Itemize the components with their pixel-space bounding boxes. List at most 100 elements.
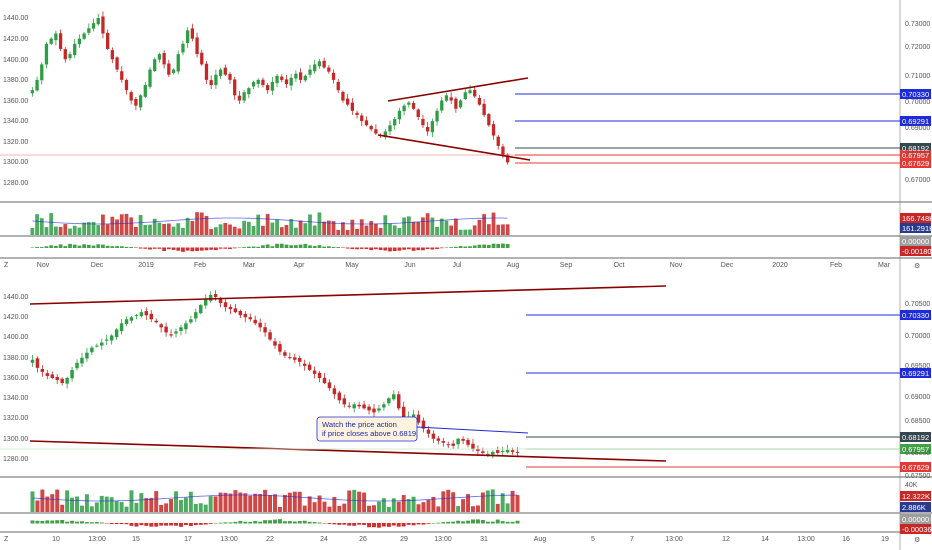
volume-tag-label: 2.886K xyxy=(902,503,926,512)
candle xyxy=(256,79,260,84)
oscillator-bar xyxy=(284,244,289,248)
volume-bar xyxy=(317,495,322,512)
oscillator-bar xyxy=(258,521,263,524)
volume-bar xyxy=(425,213,430,235)
x-axis-tick: May xyxy=(345,262,359,269)
candle xyxy=(435,110,439,122)
oscillator-bar xyxy=(317,245,322,248)
oscillator-bar xyxy=(79,521,84,524)
oscillator-bar xyxy=(426,523,431,524)
volume-bar xyxy=(162,223,166,235)
oscillator-bar xyxy=(77,245,82,248)
volume-bar xyxy=(101,214,105,235)
oscillator-bar xyxy=(449,247,454,248)
price-tag xyxy=(900,143,931,153)
oscillator-bar xyxy=(461,521,466,524)
price-tag-label: 0.69291 xyxy=(902,117,929,126)
volume-bar xyxy=(188,491,193,512)
candle xyxy=(203,299,208,306)
candle xyxy=(60,378,64,384)
candle xyxy=(466,439,470,445)
candle xyxy=(372,408,376,413)
volume-bar xyxy=(326,220,331,235)
volume-bar xyxy=(50,494,55,512)
oscillator-bar xyxy=(337,523,342,525)
candle xyxy=(228,306,233,310)
oscillator-bar xyxy=(322,246,326,248)
volume-axis-label: 40K xyxy=(905,482,918,489)
volume-bar xyxy=(35,214,39,235)
candle xyxy=(157,54,162,60)
candle xyxy=(327,382,332,389)
oscillator-bar xyxy=(287,521,292,524)
settings-gear-icon: ⚙ xyxy=(914,262,920,270)
volume-bar xyxy=(436,506,441,512)
volume-bar xyxy=(486,224,491,235)
volume-bar xyxy=(482,214,486,235)
candle xyxy=(129,317,134,321)
candle xyxy=(54,33,58,41)
oscillator-bar xyxy=(359,247,364,249)
x-axis-tick: Nov xyxy=(37,262,50,269)
oscillator-bar xyxy=(261,245,265,248)
volume-bar xyxy=(129,490,134,512)
oscillator-bar xyxy=(162,247,166,252)
oscillator-bar xyxy=(39,247,44,248)
candle xyxy=(336,81,340,91)
volume-bar xyxy=(322,501,327,512)
candle xyxy=(302,363,307,366)
x-axis-tick: 2020 xyxy=(772,262,788,269)
x-axis-tick: 14 xyxy=(761,536,769,543)
left-axis-tick: 1280.00 xyxy=(3,180,28,187)
volume-bar xyxy=(54,226,58,235)
oscillator-bar xyxy=(374,247,378,250)
candle xyxy=(65,378,69,384)
oscillator-bar xyxy=(218,247,223,249)
x-axis-tick: 22 xyxy=(266,536,274,543)
wedge-lower-line xyxy=(377,134,531,161)
oscillator-bar xyxy=(411,247,416,251)
x-axis-tick: Nov xyxy=(670,262,683,269)
x-axis-tick: 7 xyxy=(630,536,634,543)
volume-bar xyxy=(124,213,129,235)
candle xyxy=(45,373,50,376)
volume-bar xyxy=(284,225,289,235)
oscillator-bar xyxy=(233,521,238,524)
candle xyxy=(426,126,430,132)
oscillator-bar xyxy=(35,520,40,524)
x-axis-tick: 17 xyxy=(184,536,192,543)
candle xyxy=(228,74,232,80)
oscillator-bar xyxy=(253,520,258,524)
volume-bar xyxy=(251,225,256,235)
candle xyxy=(411,102,416,109)
volume-bar xyxy=(171,226,176,235)
candle xyxy=(388,125,392,132)
oscillator-bar xyxy=(482,244,486,248)
oscillator-bar xyxy=(273,519,277,524)
oscillator-bar xyxy=(391,523,396,526)
oscillator-bar xyxy=(75,521,79,524)
candle xyxy=(87,28,91,33)
oscillator-bar xyxy=(60,519,65,524)
x-axis-tick: Oct xyxy=(614,262,625,269)
volume-bar xyxy=(273,494,277,512)
oscillator-tag xyxy=(900,246,931,256)
candle xyxy=(199,305,203,314)
volume-bar xyxy=(109,497,114,512)
volume-bar xyxy=(144,498,149,512)
candle xyxy=(77,38,82,45)
left-axis-tick: 1320.00 xyxy=(3,415,28,422)
candle xyxy=(179,327,183,331)
candle xyxy=(430,121,434,133)
volume-bar xyxy=(99,495,104,512)
oscillator-bar xyxy=(294,245,298,248)
candle xyxy=(204,63,209,80)
candle xyxy=(303,75,307,81)
oscillator-bar xyxy=(485,521,490,524)
volume-bar xyxy=(411,496,416,512)
candle xyxy=(397,394,401,409)
left-axis-tick: 1320.00 xyxy=(3,139,28,146)
oscillator-bar xyxy=(406,247,411,250)
candle xyxy=(237,95,242,101)
candle xyxy=(416,109,420,117)
